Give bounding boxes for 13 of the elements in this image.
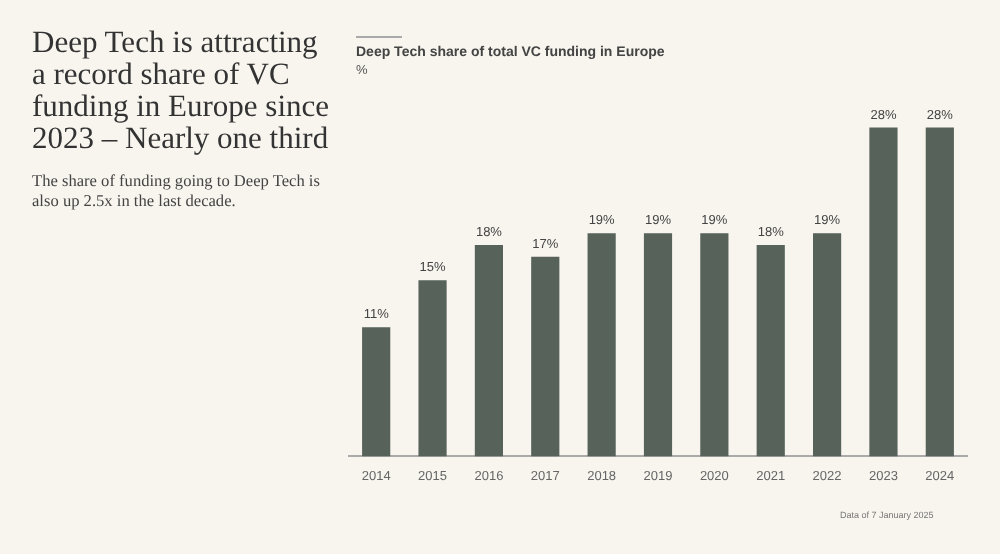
- chart-title: Deep Tech is attracting a record share of VC funding in Europe since 2023 – Nearly one third: [32, 26, 332, 156]
- bar: [362, 327, 391, 457]
- bar: [474, 244, 503, 457]
- bar: [418, 280, 447, 457]
- bar: [925, 127, 954, 457]
- bar: [813, 233, 842, 457]
- bar: [643, 233, 673, 457]
- bar: [756, 244, 785, 457]
- bar: [869, 127, 898, 457]
- text: The share of funding going to Deep Tech is also up 2.5x in the last decade.: [32, 172, 322, 212]
- bar: [700, 233, 729, 457]
- bar: [531, 256, 560, 457]
- bar: [587, 233, 616, 457]
